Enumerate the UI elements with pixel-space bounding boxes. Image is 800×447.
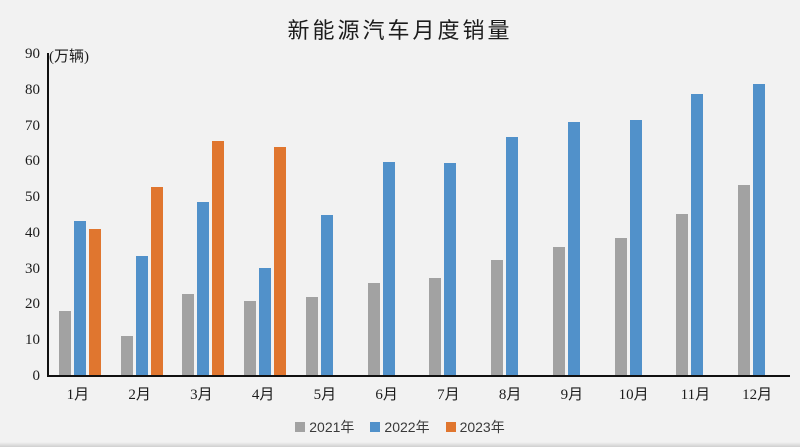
bar-group-10月 <box>605 53 667 375</box>
plot-area: 90 80 70 60 50 40 30 20 10 0 <box>25 46 790 384</box>
bar-2021年-3月 <box>182 294 195 375</box>
bar-2022年-7月 <box>444 162 457 375</box>
y-tick-80: 80 <box>25 81 40 98</box>
bar-2021年-5月 <box>305 297 318 375</box>
bottom-edge-shadow <box>0 442 800 447</box>
x-label-11月: 11月 <box>680 387 711 403</box>
bar-group-12月 <box>728 53 790 375</box>
bar-2021年-7月 <box>429 278 442 375</box>
bar-2022年-6月 <box>382 161 395 375</box>
bar-2022年-5月 <box>320 215 333 375</box>
y-axis-unit-label: (万辆) <box>49 49 89 65</box>
x-label-1月: 1月 <box>66 387 90 403</box>
bar-group-8月 <box>481 53 543 375</box>
bar-2021年-1月 <box>58 310 71 375</box>
x-label-7月: 7月 <box>437 387 460 403</box>
bar-group-5月 <box>296 53 358 375</box>
bar-2022年-10月 <box>629 119 642 375</box>
bar-group-3月 <box>173 53 235 375</box>
y-tick-0: 0 <box>32 368 41 384</box>
legend-swatch-2021年 <box>295 422 306 432</box>
bar-2022年-11月 <box>691 93 704 375</box>
y-tick-20: 20 <box>25 296 40 313</box>
legend-item-2021年: 2021年 <box>295 417 354 437</box>
bar-2022年-1月 <box>73 220 86 375</box>
bar-2023年-1月 <box>88 229 101 375</box>
y-tick-70: 70 <box>25 117 40 134</box>
x-label-8月: 8月 <box>498 387 522 403</box>
x-label-4月: 4月 <box>251 387 275 403</box>
x-label-3月: 3月 <box>190 387 213 403</box>
legend-label-2023年: 2023年 <box>459 419 505 435</box>
bar-2023年-2月 <box>150 187 163 375</box>
legend-swatch-2023年 <box>445 422 456 432</box>
legend-label-2021年: 2021年 <box>309 419 355 435</box>
y-tick-90: 90 <box>25 46 40 62</box>
y-tick-40: 40 <box>25 224 40 241</box>
bar-2021年-12月 <box>738 185 751 375</box>
x-label-10月: 10月 <box>618 387 649 403</box>
x-label-6月: 6月 <box>375 387 398 403</box>
bar-2021年-8月 <box>491 260 504 375</box>
legend-label-2022年: 2022年 <box>384 419 430 435</box>
y-tick-30: 30 <box>25 260 40 277</box>
bar-2022年-9月 <box>567 121 580 375</box>
x-axis-labels: 1月 2月 3月 4月 5月 6月 7月 8月 9月 10月 11月 12月 <box>47 383 788 404</box>
y-tick-10: 10 <box>25 332 40 349</box>
bar-2021年-9月 <box>552 247 565 375</box>
bar-2022年-8月 <box>506 136 519 375</box>
bar-group-4月 <box>234 53 296 375</box>
bar-2022年-12月 <box>753 83 766 375</box>
bar-2022年-3月 <box>197 201 210 375</box>
bar-group-11月 <box>667 53 729 375</box>
bar-group-6月 <box>358 53 420 375</box>
x-label-2月: 2月 <box>128 387 151 403</box>
bar-2022年-4月 <box>259 268 272 375</box>
legend-swatch-2022年 <box>370 422 381 432</box>
bar-2021年-10月 <box>614 237 627 375</box>
chart-title: 新能源汽车月度销量 <box>287 18 513 43</box>
legend-item-2022年: 2022年 <box>370 417 430 437</box>
bar-group-1月 <box>49 53 111 375</box>
legend: 2021年 2022年 2023年 <box>0 417 800 437</box>
y-tick-60: 60 <box>25 153 40 170</box>
bar-2021年-4月 <box>244 301 257 375</box>
bar-group-2月 <box>111 53 173 375</box>
legend-item-2023年: 2023年 <box>445 417 505 437</box>
bar-2023年-3月 <box>212 141 225 375</box>
bar-2021年-6月 <box>367 283 380 375</box>
bars-container <box>49 53 790 375</box>
x-label-9月: 9月 <box>560 387 584 403</box>
bar-2021年-11月 <box>676 214 689 375</box>
x-label-5月: 5月 <box>313 387 337 403</box>
bar-group-9月 <box>543 53 605 375</box>
bar-2023年-4月 <box>274 147 287 375</box>
bar-group-7月 <box>420 53 482 375</box>
bar-2021年-2月 <box>120 335 133 375</box>
bar-2022年-2月 <box>135 255 148 375</box>
y-tick-50: 50 <box>25 189 40 206</box>
x-label-12月: 12月 <box>742 387 773 403</box>
